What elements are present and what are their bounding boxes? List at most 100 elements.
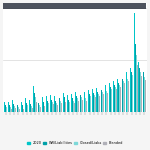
Bar — [75, 92, 76, 112]
Bar — [119, 85, 120, 112]
Bar — [67, 95, 68, 112]
Bar — [139, 68, 140, 112]
Bar — [107, 93, 108, 112]
Bar — [23, 109, 24, 112]
Bar — [126, 72, 127, 112]
Bar — [6, 107, 7, 112]
Bar — [60, 100, 61, 112]
Bar — [27, 105, 28, 112]
Bar — [96, 88, 97, 112]
Bar — [22, 107, 23, 112]
Bar — [124, 83, 125, 112]
Bar — [113, 81, 114, 112]
Bar — [31, 106, 32, 112]
Bar — [5, 105, 6, 112]
Bar — [120, 87, 121, 112]
Bar — [71, 94, 72, 112]
Bar — [141, 76, 142, 112]
Bar — [52, 102, 53, 112]
Bar — [35, 98, 36, 112]
Bar — [4, 102, 5, 112]
Bar — [114, 85, 115, 112]
Bar — [72, 99, 73, 112]
Bar — [101, 90, 102, 112]
Bar — [135, 44, 136, 112]
Bar — [78, 100, 79, 112]
Bar — [29, 99, 30, 112]
Bar — [84, 92, 85, 112]
Bar — [55, 100, 56, 112]
Bar — [25, 99, 26, 112]
Bar — [50, 95, 51, 112]
Bar — [127, 77, 128, 112]
Bar — [51, 99, 52, 112]
Bar — [92, 89, 93, 112]
Bar — [77, 99, 78, 112]
Bar — [98, 94, 99, 112]
Bar — [32, 108, 33, 112]
Bar — [86, 100, 87, 112]
Bar — [106, 91, 107, 112]
Bar — [40, 107, 41, 112]
Bar — [137, 65, 138, 112]
Bar — [89, 94, 90, 112]
Bar — [33, 86, 34, 112]
Bar — [94, 95, 95, 112]
Bar — [14, 106, 15, 112]
Bar — [11, 109, 12, 112]
Bar — [117, 79, 118, 112]
Bar — [19, 109, 20, 112]
Bar — [131, 72, 132, 112]
Bar — [64, 99, 65, 112]
Bar — [36, 102, 37, 112]
Bar — [17, 105, 18, 112]
Bar — [65, 102, 66, 112]
Bar — [102, 92, 103, 112]
Bar — [123, 81, 124, 112]
Bar — [56, 103, 57, 112]
Bar — [105, 85, 106, 112]
Bar — [48, 103, 49, 112]
Bar — [54, 96, 55, 112]
Bar — [8, 102, 9, 112]
Bar — [115, 87, 116, 112]
Bar — [143, 72, 144, 112]
Bar — [53, 104, 54, 112]
Bar — [21, 102, 22, 112]
Bar — [12, 99, 13, 112]
Bar — [73, 100, 74, 112]
Bar — [93, 93, 94, 112]
Bar — [57, 105, 58, 112]
Bar — [128, 81, 129, 112]
Bar — [138, 62, 139, 112]
Bar — [110, 87, 111, 112]
Bar — [90, 96, 91, 112]
Bar — [97, 92, 98, 112]
Bar — [80, 95, 81, 112]
Bar — [103, 94, 104, 112]
Bar — [63, 93, 64, 112]
Bar — [116, 89, 117, 112]
Bar — [88, 90, 89, 112]
Bar — [18, 107, 19, 112]
Bar — [132, 75, 133, 112]
Bar — [13, 104, 14, 112]
Bar — [44, 106, 45, 112]
Bar — [26, 103, 27, 112]
Bar — [122, 79, 123, 112]
Bar — [144, 77, 145, 112]
Bar — [47, 100, 48, 112]
Bar — [76, 96, 77, 112]
Bar — [69, 102, 70, 112]
Bar — [118, 83, 119, 112]
Bar — [109, 83, 110, 112]
Bar — [30, 104, 31, 112]
Bar — [9, 105, 10, 112]
Bar — [39, 105, 40, 112]
Bar — [130, 68, 131, 112]
Bar — [3, 3, 146, 9]
Bar — [38, 103, 39, 112]
Bar — [145, 80, 146, 112]
Bar — [82, 99, 83, 112]
Bar — [85, 99, 86, 112]
